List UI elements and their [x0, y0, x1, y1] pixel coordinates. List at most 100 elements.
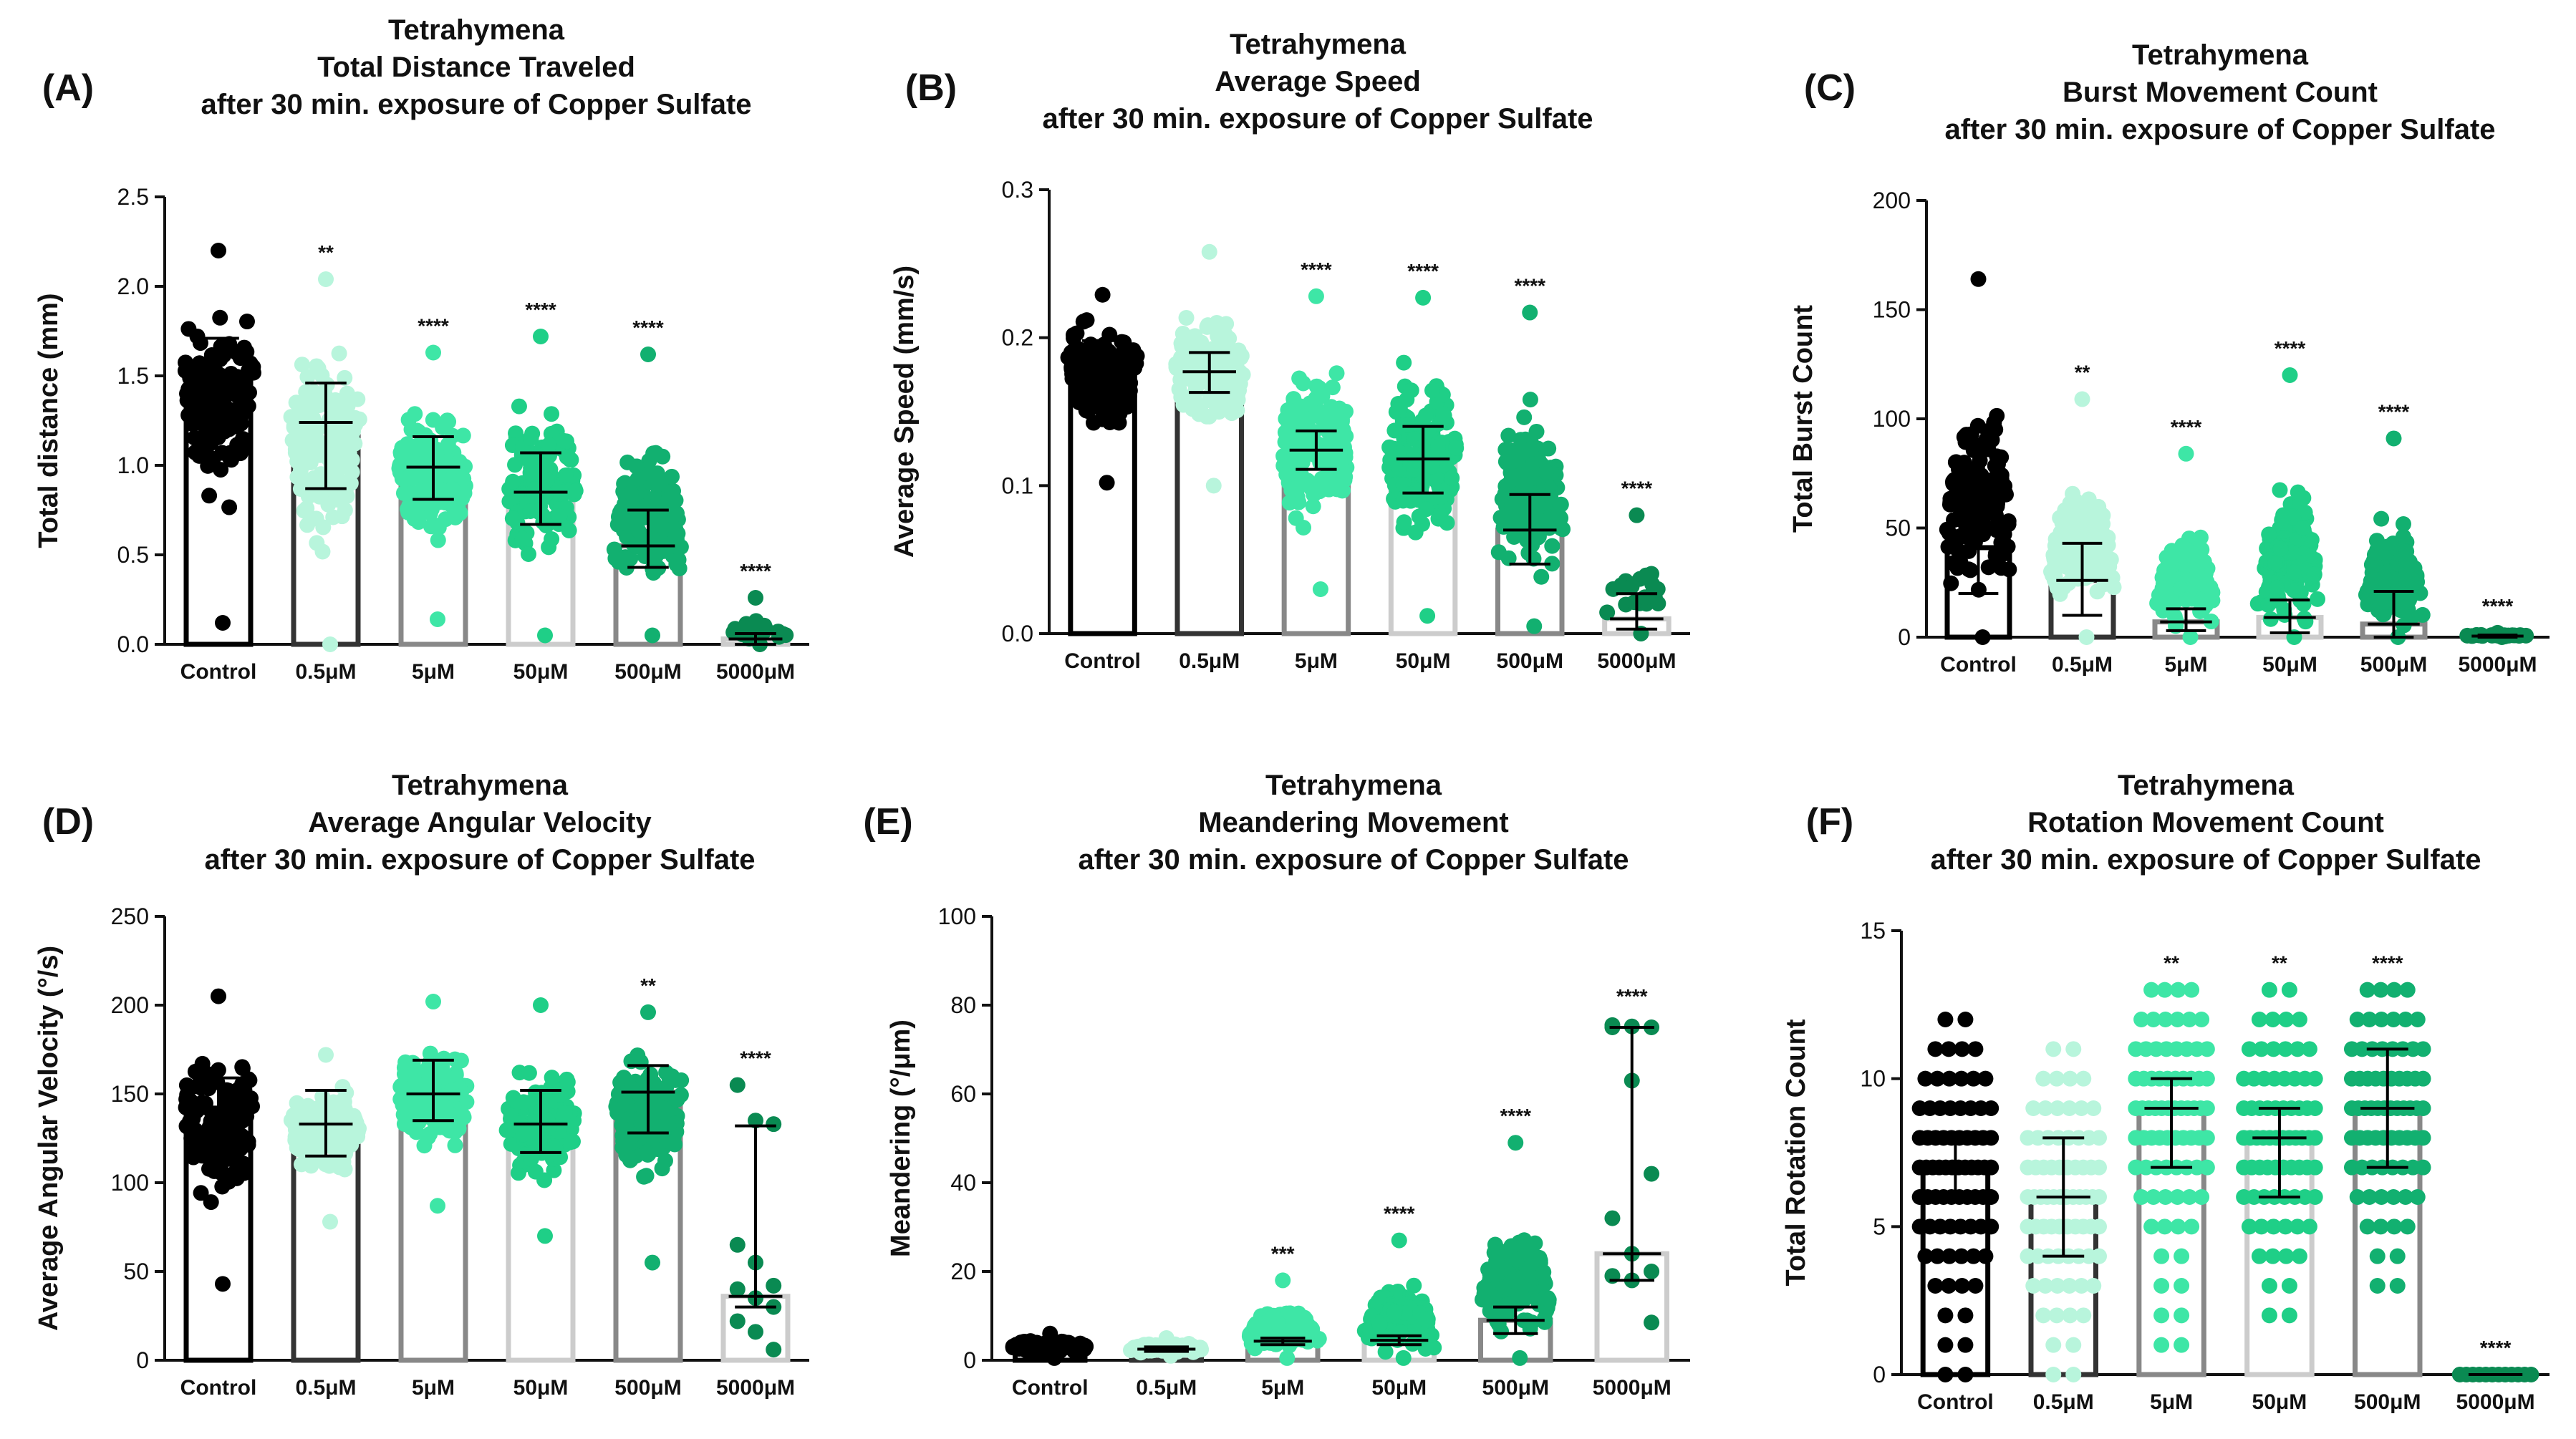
data-point: [2264, 1248, 2281, 1264]
data-point: [1969, 417, 1986, 434]
x-tick-label: 0.5μM: [295, 1376, 356, 1400]
data-point: [2297, 614, 2314, 630]
data-point: [1954, 1041, 1970, 1057]
y-tick-label: 200: [1873, 188, 1911, 213]
data-point: [766, 1277, 782, 1294]
data-point: [447, 1137, 463, 1153]
panel-label: (B): [905, 67, 957, 109]
panel-label: (A): [42, 67, 94, 109]
points-50um: [498, 997, 582, 1244]
data-point: [2361, 1189, 2378, 1205]
data-point: [1417, 407, 1434, 424]
data-point: [2168, 612, 2184, 629]
data-point: [1285, 451, 1302, 467]
data-point: [2361, 1012, 2378, 1027]
data-point: [641, 452, 657, 469]
data-point: [421, 1109, 438, 1125]
data-point: [655, 504, 671, 520]
data-point: [2045, 1041, 2062, 1057]
data-point: [1977, 1248, 1994, 1264]
data-point: [196, 398, 212, 415]
y-tick-label: 0.1: [1002, 473, 1033, 498]
significance-label: **: [318, 241, 334, 263]
data-point: [1528, 423, 1545, 440]
y-tick-label: 60: [950, 1081, 976, 1107]
data-point: [1172, 372, 1189, 388]
data-point: [2399, 982, 2416, 998]
data-point: [1419, 608, 1436, 624]
y-tick-label: 0: [963, 1347, 976, 1373]
data-point: [303, 440, 319, 457]
data-point: [2363, 583, 2379, 599]
data-point: [404, 1079, 420, 1095]
y-axis-label: Total distance (mm): [34, 293, 64, 548]
data-point: [619, 529, 635, 546]
data-point: [2281, 982, 2297, 998]
data-point: [428, 447, 444, 464]
data-point: [556, 432, 572, 449]
data-point: [521, 1065, 537, 1081]
data-point: [640, 1145, 657, 1162]
data-point: [2157, 598, 2174, 614]
data-point: [425, 344, 441, 361]
data-point: [400, 1108, 417, 1124]
data-point: [748, 590, 763, 606]
data-point: [2297, 504, 2313, 520]
data-point: [2157, 1012, 2174, 1027]
data-point: [2049, 1100, 2065, 1116]
data-point: [1111, 405, 1128, 422]
data-point: [2194, 1012, 2210, 1027]
data-point: [766, 1116, 782, 1133]
data-point: [615, 1133, 632, 1149]
data-point: [1650, 596, 1666, 612]
data-point: [435, 1050, 452, 1067]
chart-title-line: Tetrahymena: [392, 770, 569, 801]
data-point: [2253, 1218, 2269, 1235]
data-point: [630, 523, 647, 539]
data-point: [1411, 508, 1427, 525]
data-point: [1538, 464, 1554, 480]
significance-label: ****: [1616, 985, 1648, 1007]
data-point: [1279, 1350, 1296, 1366]
data-point: [1308, 288, 1324, 304]
data-point: [2065, 1367, 2082, 1382]
chart-title-line: Meandering Movement: [1198, 807, 1508, 838]
data-point: [1439, 515, 1455, 531]
data-point: [205, 450, 221, 467]
data-point: [1168, 356, 1185, 372]
data-point: [240, 1099, 256, 1115]
x-tick-label: 50μM: [2252, 1390, 2307, 1414]
data-point: [649, 465, 665, 482]
data-point: [523, 430, 539, 446]
data-point: [2170, 1218, 2186, 1235]
data-point: [1957, 1307, 1974, 1324]
data-point: [1435, 406, 1452, 422]
data-point: [667, 528, 684, 544]
x-tick-label: 5000μM: [1597, 649, 1676, 673]
x-tick-label: 500μM: [2354, 1390, 2421, 1414]
data-point: [2399, 1218, 2416, 1235]
data-point: [1291, 370, 1308, 387]
significance-label: ****: [740, 560, 771, 582]
data-point: [455, 470, 472, 487]
data-point: [2091, 1189, 2108, 1205]
data-point: [546, 1162, 562, 1178]
chart-title-line: Tetrahymena: [1265, 770, 1442, 801]
data-point: [1275, 1272, 1291, 1289]
y-tick-label: 150: [1873, 297, 1911, 323]
data-point: [1066, 330, 1082, 347]
data-point: [645, 627, 660, 644]
significance-label: ****: [1384, 1203, 1415, 1225]
data-point: [2085, 1278, 2102, 1294]
data-point: [1927, 1041, 1944, 1057]
data-point: [514, 530, 531, 547]
y-tick-label: 2.0: [117, 273, 149, 299]
y-tick-label: 1.0: [117, 452, 149, 478]
y-tick-label: 1.5: [117, 363, 149, 389]
data-point: [1537, 1314, 1553, 1330]
data-point: [1201, 243, 1217, 260]
data-point: [2251, 1248, 2267, 1264]
data-point: [289, 1140, 305, 1156]
data-point: [1954, 1278, 1970, 1294]
data-point: [1500, 427, 1517, 444]
